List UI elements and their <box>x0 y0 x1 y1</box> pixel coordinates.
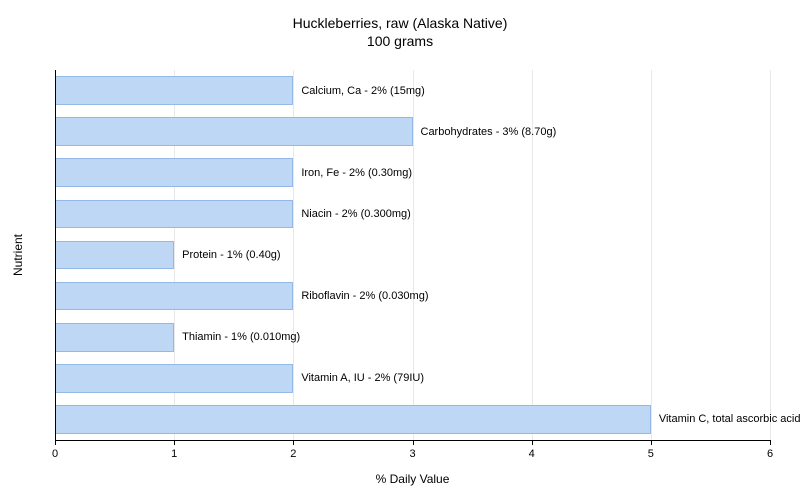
nutrient-chart: Huckleberries, raw (Alaska Native) 100 g… <box>0 0 800 500</box>
chart-title-line2: 100 grams <box>0 32 800 50</box>
x-tick-label: 6 <box>767 448 773 460</box>
x-tick-label: 5 <box>648 448 654 460</box>
y-axis-line <box>55 70 56 440</box>
grid-line <box>770 70 771 440</box>
bar-label: Protein - 1% (0.40g) <box>182 249 280 261</box>
x-tick-label: 4 <box>529 448 535 460</box>
x-axis-line <box>55 440 770 441</box>
chart-title-line1: Huckleberries, raw (Alaska Native) <box>0 14 800 32</box>
bar <box>55 158 293 187</box>
x-tick-label: 3 <box>409 448 415 460</box>
bar <box>55 76 293 105</box>
grid-line <box>651 70 652 440</box>
x-axis-label: % Daily Value <box>376 472 450 486</box>
x-tick-label: 1 <box>171 448 177 460</box>
chart-title-block: Huckleberries, raw (Alaska Native) 100 g… <box>0 0 800 50</box>
bar <box>55 241 174 270</box>
bar-label: Iron, Fe - 2% (0.30mg) <box>301 167 412 179</box>
bar <box>55 364 293 393</box>
bar <box>55 200 293 229</box>
bar-label: Vitamin C, total ascorbic acid - 5% (2.8… <box>659 413 800 425</box>
x-tick <box>770 440 771 445</box>
x-tick-label: 2 <box>290 448 296 460</box>
bar-label: Thiamin - 1% (0.010mg) <box>182 331 300 343</box>
plot-area: 0123456Calcium, Ca - 2% (15mg)Carbohydra… <box>55 70 770 440</box>
bar <box>55 323 174 352</box>
bar-label: Carbohydrates - 3% (8.70g) <box>421 126 557 138</box>
bar <box>55 117 413 146</box>
bar-label: Niacin - 2% (0.300mg) <box>301 208 410 220</box>
bar-label: Riboflavin - 2% (0.030mg) <box>301 290 428 302</box>
bar-label: Calcium, Ca - 2% (15mg) <box>301 85 424 97</box>
bar <box>55 405 651 434</box>
y-axis-label: Nutrient <box>11 234 25 276</box>
grid-line <box>413 70 414 440</box>
x-tick-label: 0 <box>52 448 58 460</box>
bar-label: Vitamin A, IU - 2% (79IU) <box>301 372 424 384</box>
bar <box>55 282 293 311</box>
